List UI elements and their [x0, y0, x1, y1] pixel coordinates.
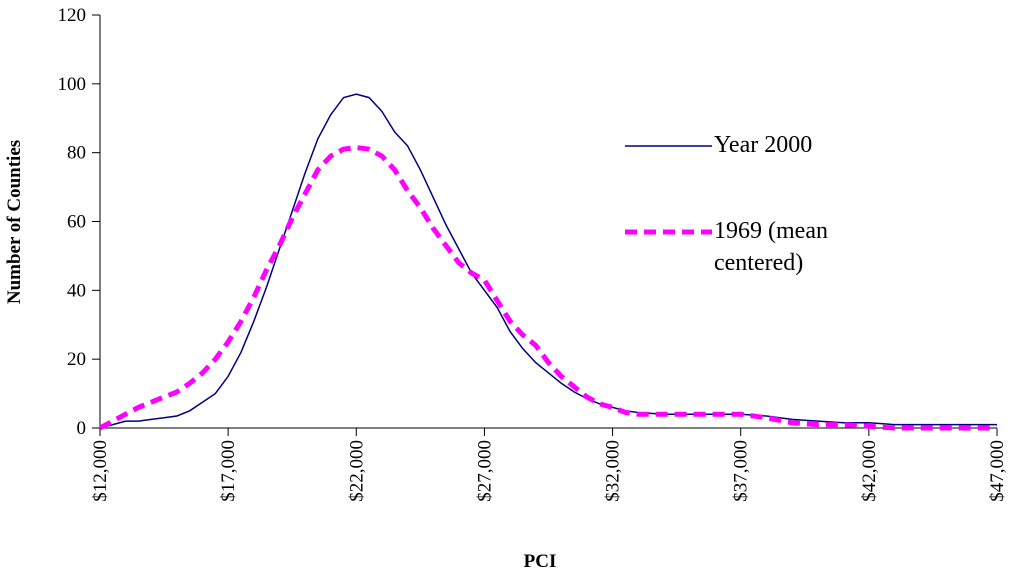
x-tick-label: $47,000 — [987, 440, 1008, 502]
legend-label: Year 2000 — [714, 132, 813, 158]
x-axis-title: PCI — [524, 551, 557, 572]
y-tick-label: 100 — [58, 74, 87, 95]
legend-label: 1969 (mean centered) — [714, 218, 828, 276]
y-tick-label: 0 — [77, 418, 87, 439]
line-series — [98, 144, 997, 431]
y-tick-label: 120 — [58, 5, 87, 26]
x-tick-label: $12,000 — [90, 440, 111, 502]
x-tick-label: $27,000 — [474, 440, 495, 502]
y-tick-label: 80 — [67, 143, 86, 164]
x-tick-label: $17,000 — [218, 440, 239, 502]
x-tick-label: $37,000 — [731, 440, 752, 502]
y-tick-label: 40 — [67, 280, 86, 301]
x-tick-label: $42,000 — [859, 440, 880, 502]
y-tick-label: 60 — [67, 212, 86, 233]
y-tick-label: 20 — [67, 349, 86, 370]
x-tick-label: $32,000 — [603, 440, 624, 502]
y-axis-title: Number of Counties — [4, 140, 25, 304]
x-tick-label: $22,000 — [346, 440, 367, 502]
